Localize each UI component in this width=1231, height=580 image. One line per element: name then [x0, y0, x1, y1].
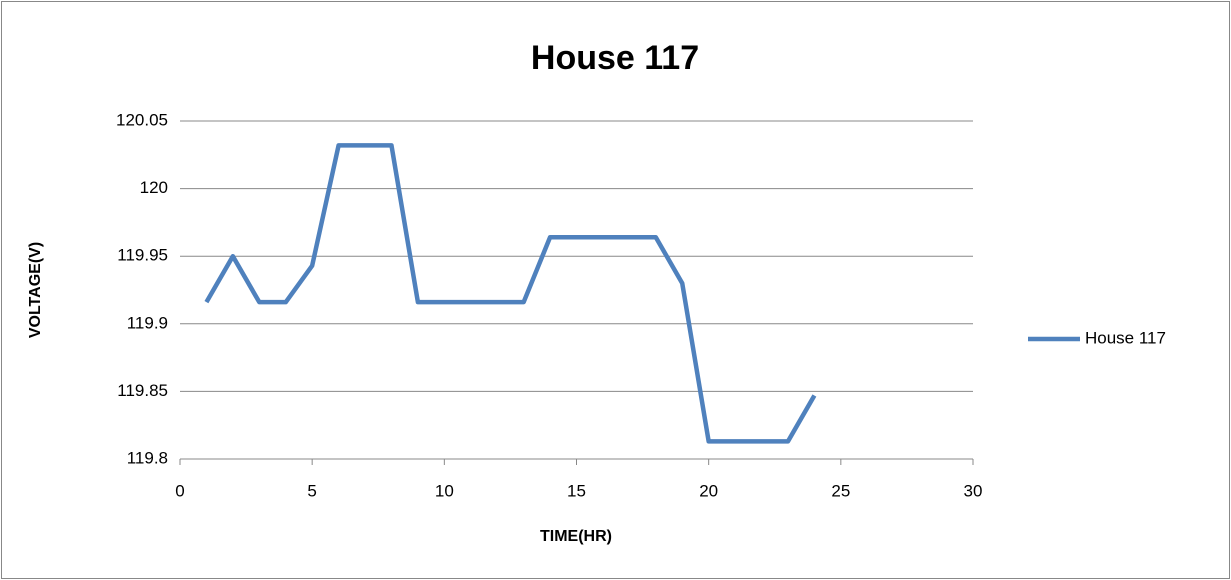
data-line [204, 143, 817, 444]
x-tick-label: 15 [567, 481, 586, 500]
y-tick-label: 119.95 [117, 246, 168, 265]
x-tick-label: 5 [307, 481, 316, 500]
y-tick-label: 120.05 [116, 110, 168, 129]
x-tick-label: 30 [964, 481, 983, 500]
chart-title: House 117 [531, 39, 699, 77]
x-tick-label: 0 [175, 481, 184, 500]
y-tick-label: 119.85 [117, 381, 168, 400]
x-axis-title: TIME(HR) [540, 528, 612, 545]
x-tick-label: 10 [435, 481, 454, 500]
legend-label: House 117 [1085, 328, 1166, 347]
y-tick-label: 120 [140, 178, 168, 197]
y-tick-label: 119.9 [127, 313, 168, 332]
x-tick-label: 25 [831, 481, 850, 500]
y-axis-title: VOLTAGE(V) [27, 242, 44, 338]
y-tick-label: 119.8 [127, 448, 168, 467]
x-tick-label: 20 [699, 481, 718, 500]
